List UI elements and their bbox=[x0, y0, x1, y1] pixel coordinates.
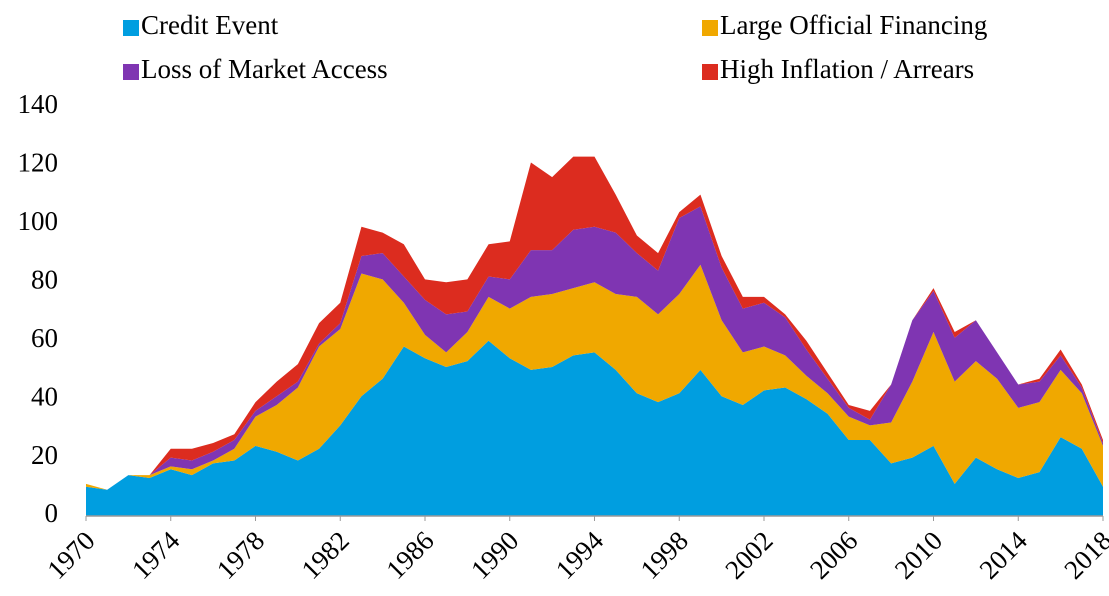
x-tick-label: 1990 bbox=[465, 525, 524, 584]
y-tick-label: 40 bbox=[31, 381, 58, 411]
x-tick-label: 1978 bbox=[211, 525, 270, 584]
y-tick-label: 0 bbox=[45, 498, 59, 528]
legend-label: High Inflation / Arrears bbox=[720, 54, 974, 84]
legend-label: Large Official Financing bbox=[720, 10, 987, 40]
legend-swatch bbox=[123, 20, 139, 36]
area bbox=[86, 340, 1103, 516]
legend-swatch bbox=[123, 64, 139, 80]
x-tick-label: 1974 bbox=[126, 525, 186, 585]
y-tick-label: 80 bbox=[31, 264, 58, 294]
area bbox=[86, 156, 1103, 490]
legend-swatch bbox=[702, 64, 718, 80]
x-tick-label: 1994 bbox=[550, 525, 610, 585]
x-tick-label: 2002 bbox=[719, 525, 778, 584]
x-tick-label: 2010 bbox=[889, 525, 948, 584]
area bbox=[86, 264, 1103, 490]
x-tick-label: 2018 bbox=[1058, 525, 1109, 584]
x-tick-label: 2006 bbox=[804, 525, 863, 584]
y-tick-label: 60 bbox=[31, 323, 58, 353]
area bbox=[86, 206, 1103, 490]
legend-label: Credit Event bbox=[141, 10, 279, 40]
y-tick-label: 20 bbox=[31, 440, 58, 470]
x-tick-label: 1998 bbox=[634, 525, 693, 584]
y-tick-label: 100 bbox=[18, 206, 59, 236]
legend-label: Loss of Market Access bbox=[141, 54, 388, 84]
y-tick-label: 120 bbox=[18, 148, 59, 178]
x-tick-label: 1986 bbox=[380, 525, 439, 584]
x-tick-label: 1970 bbox=[41, 525, 100, 584]
legend-swatch bbox=[702, 20, 718, 36]
x-tick-label: 2014 bbox=[973, 525, 1033, 585]
y-tick-label: 140 bbox=[18, 89, 59, 119]
x-tick-label: 1982 bbox=[295, 525, 354, 584]
